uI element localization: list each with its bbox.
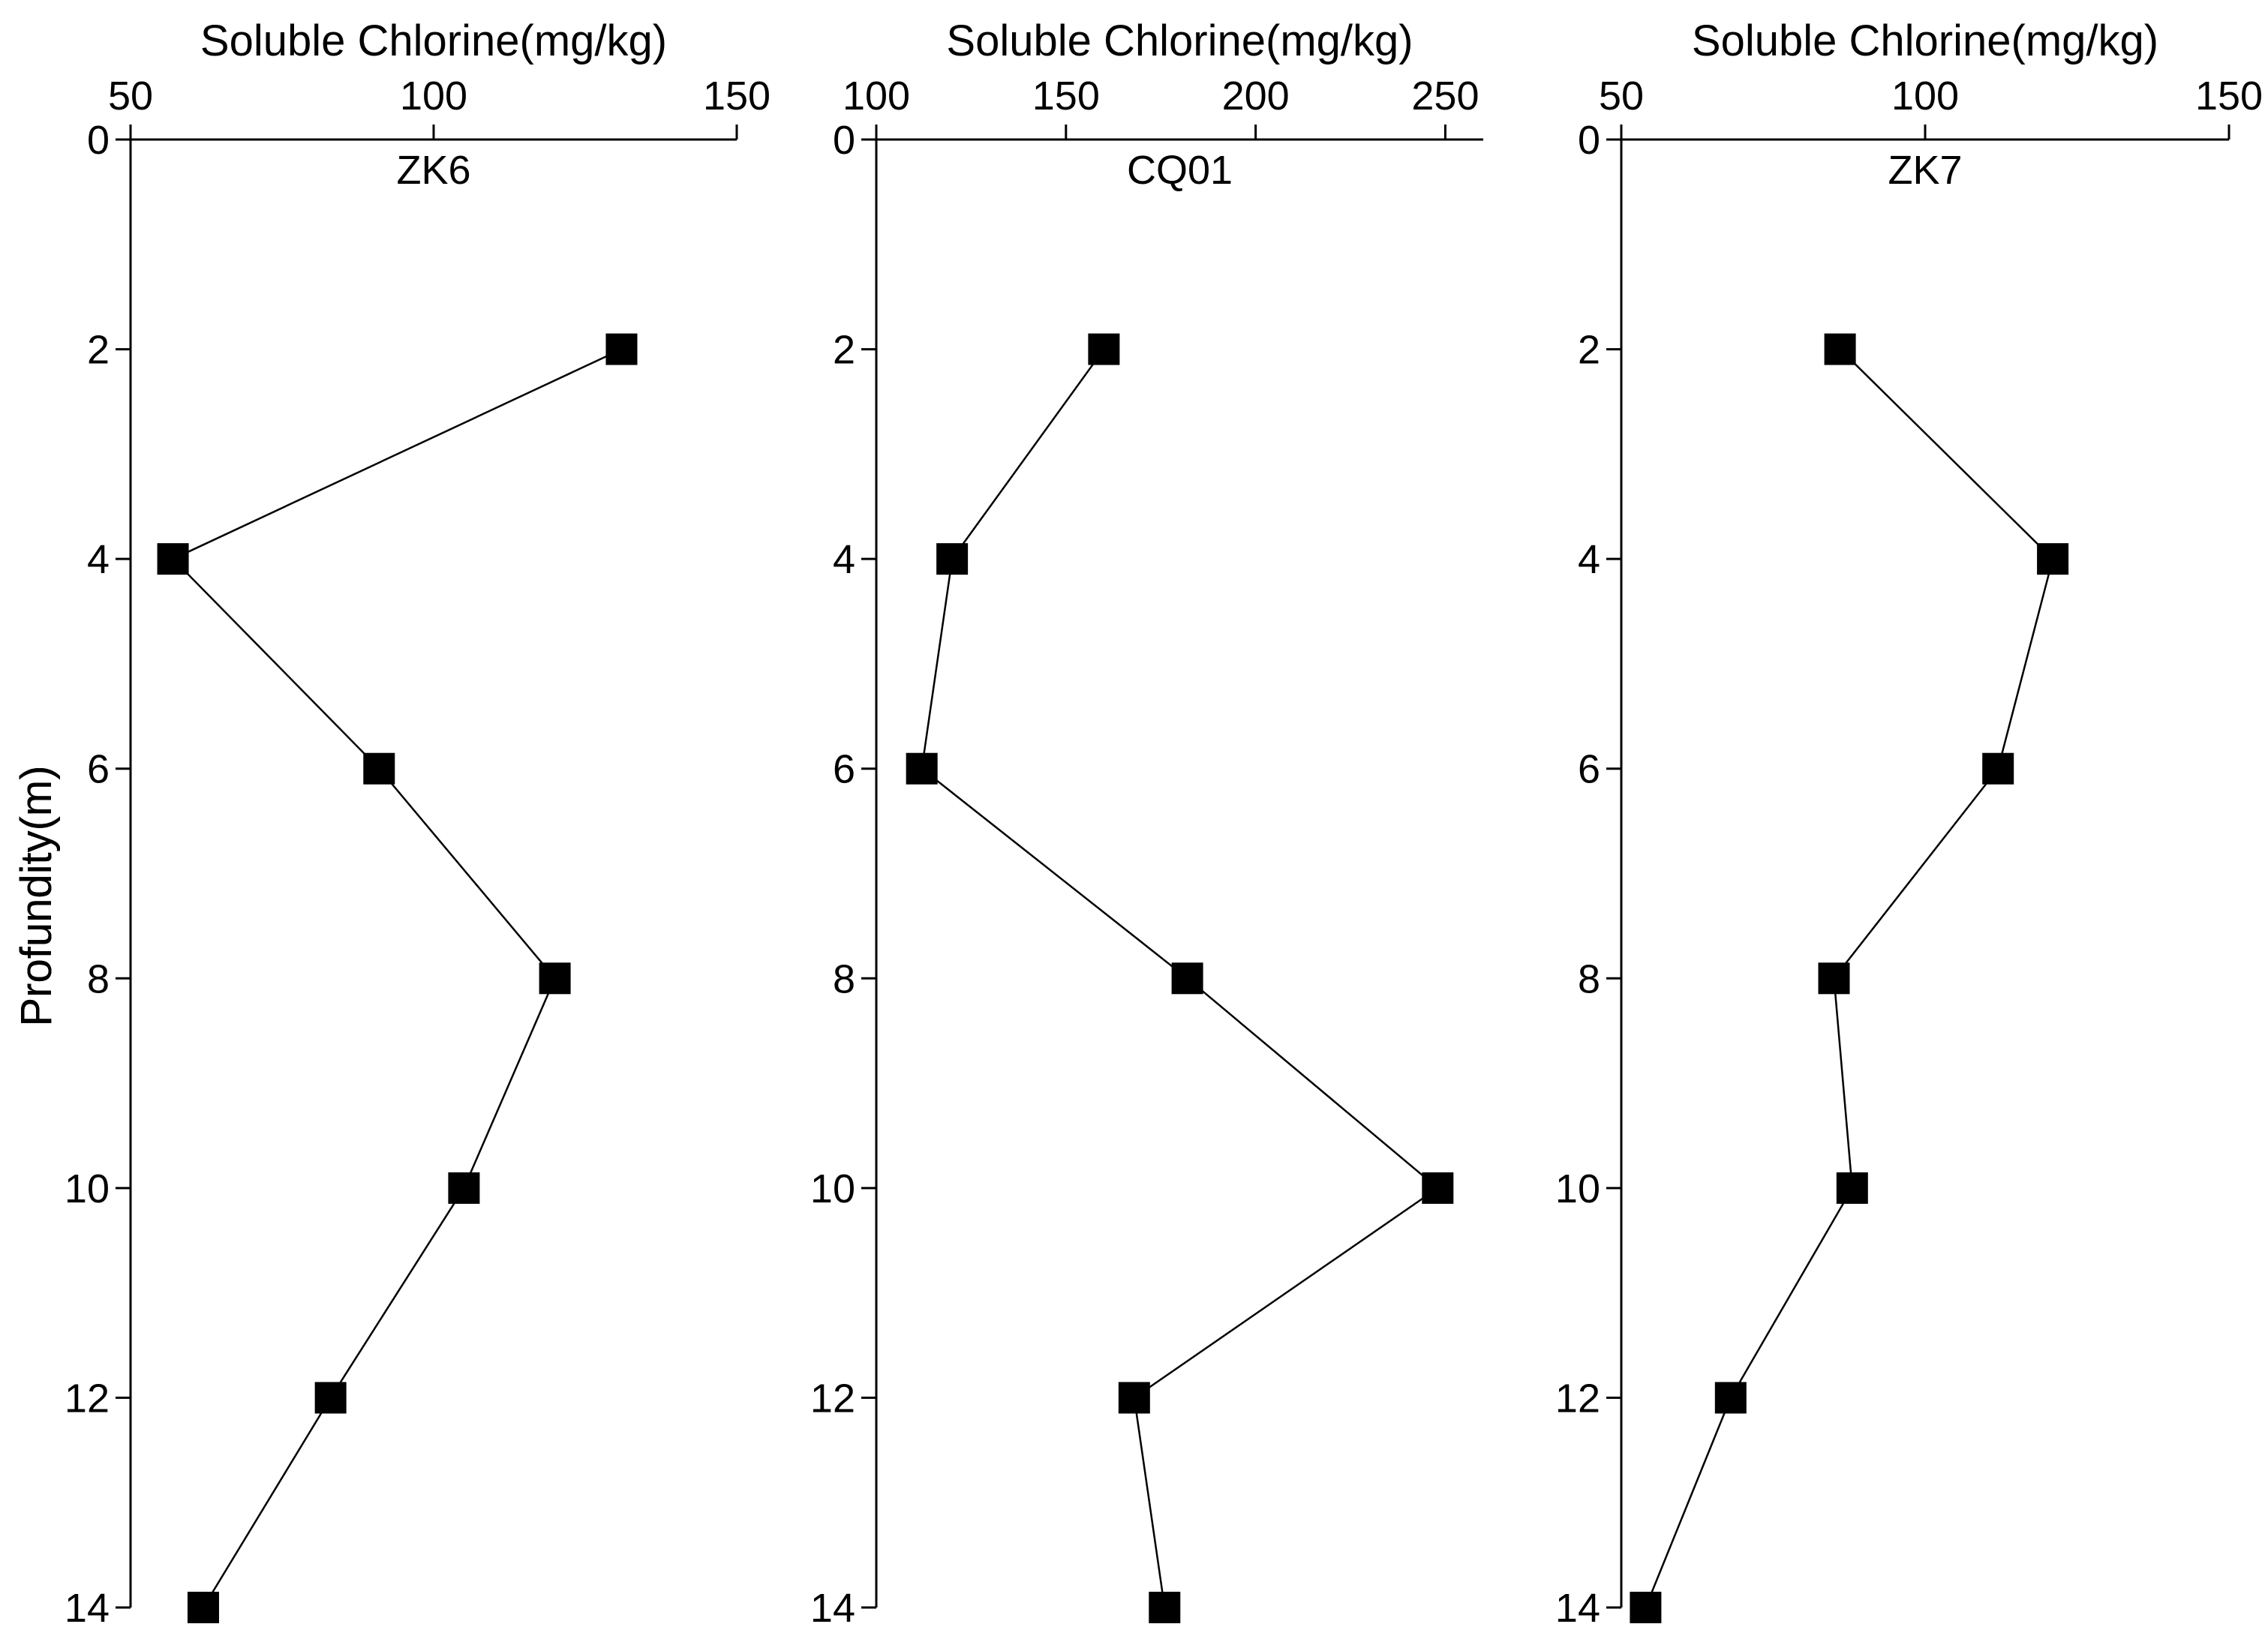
x-tick-label: 100: [400, 74, 467, 119]
y-tick-label: 4: [833, 537, 855, 582]
x-tick-label: 100: [1891, 74, 1959, 119]
well-label: ZK6: [396, 148, 470, 193]
y-tick-label: 4: [1578, 537, 1600, 582]
y-tick-label: 12: [810, 1376, 855, 1421]
y-axis-title: Profundity(m): [12, 765, 61, 1026]
x-tick-label: 100: [843, 74, 910, 119]
data-point-marker: [1982, 752, 2014, 785]
data-point-marker: [2037, 543, 2069, 575]
x-tick-label: 150: [1032, 74, 1100, 119]
x-axis-title: Soluble Chlorine(mg/kg): [1692, 17, 2158, 65]
y-tick-label: 14: [1555, 1586, 1600, 1631]
y-tick-label: 2: [833, 328, 855, 373]
x-axis-title: Soluble Chlorine(mg/kg): [200, 17, 667, 65]
data-point-marker: [1149, 1592, 1181, 1623]
y-tick-label: 14: [65, 1586, 110, 1631]
x-tick-label: 50: [108, 74, 153, 119]
well-label: CQ01: [1127, 148, 1233, 193]
y-tick-label: 12: [65, 1376, 110, 1421]
data-point-marker: [314, 1382, 347, 1414]
data-point-marker: [1824, 333, 1856, 365]
panel-zk7: Soluble Chlorine(mg/kg) Profundity(m) 50 10…: [12, 17, 2263, 1631]
x-tick-label: 250: [1411, 74, 1479, 119]
y-tick-label: 8: [833, 956, 855, 1001]
data-point-marker: [1818, 962, 1850, 995]
data-point-marker: [1422, 1172, 1454, 1204]
x-axis-title: Soluble Chlorine(mg/kg): [946, 17, 1413, 65]
y-tick-label: 2: [87, 328, 110, 373]
data-point-marker: [1714, 1382, 1747, 1414]
data-point-marker: [363, 752, 395, 785]
data-point-marker: [1630, 1592, 1662, 1623]
data-point-marker: [448, 1172, 480, 1204]
y-tick-label: 0: [833, 118, 855, 163]
data-point-marker: [187, 1592, 219, 1623]
data-point-marker: [1088, 333, 1120, 365]
x-tick-label: 150: [703, 74, 771, 119]
y-tick-label: 0: [87, 118, 110, 163]
data-point-marker: [157, 543, 189, 575]
y-tick-label: 10: [810, 1166, 855, 1211]
data-point-marker: [936, 543, 969, 575]
y-tick-label: 8: [1578, 956, 1600, 1001]
data-point-marker: [539, 962, 571, 995]
y-tick-label: 8: [87, 956, 110, 1001]
y-tick-label: 4: [87, 537, 110, 582]
panel-zk6: Soluble Chlorine(mg/kg) Profundity(m) 50 10…: [12, 17, 771, 1631]
y-tick-label: 0: [1578, 118, 1600, 163]
x-tick-label: 50: [1599, 74, 1644, 119]
data-point-marker: [906, 752, 938, 785]
data-point-marker: [1118, 1382, 1150, 1414]
y-tick-label: 10: [1555, 1166, 1600, 1211]
y-tick-label: 2: [1578, 328, 1600, 373]
y-axis-title: Profundity(m): [12, 765, 61, 1026]
data-point-marker: [1171, 962, 1203, 995]
panel-cq01: Soluble Chlorine(mg/kg)Profundity(m)100 1…: [12, 17, 1483, 1631]
data-point-marker: [1836, 1172, 1868, 1204]
well-label: ZK7: [1888, 148, 1962, 193]
x-tick-label: 150: [2195, 74, 2263, 119]
y-tick-label: 12: [1555, 1376, 1600, 1421]
y-tick-label: 10: [65, 1166, 110, 1211]
y-tick-label: 6: [1578, 747, 1600, 792]
y-axis-title: Profundity(m): [12, 765, 61, 1026]
y-tick-label: 14: [810, 1586, 855, 1631]
y-tick-label: 6: [87, 747, 110, 792]
x-tick-label: 200: [1222, 74, 1290, 119]
y-tick-label: 6: [833, 747, 855, 792]
data-point-marker: [605, 333, 638, 365]
